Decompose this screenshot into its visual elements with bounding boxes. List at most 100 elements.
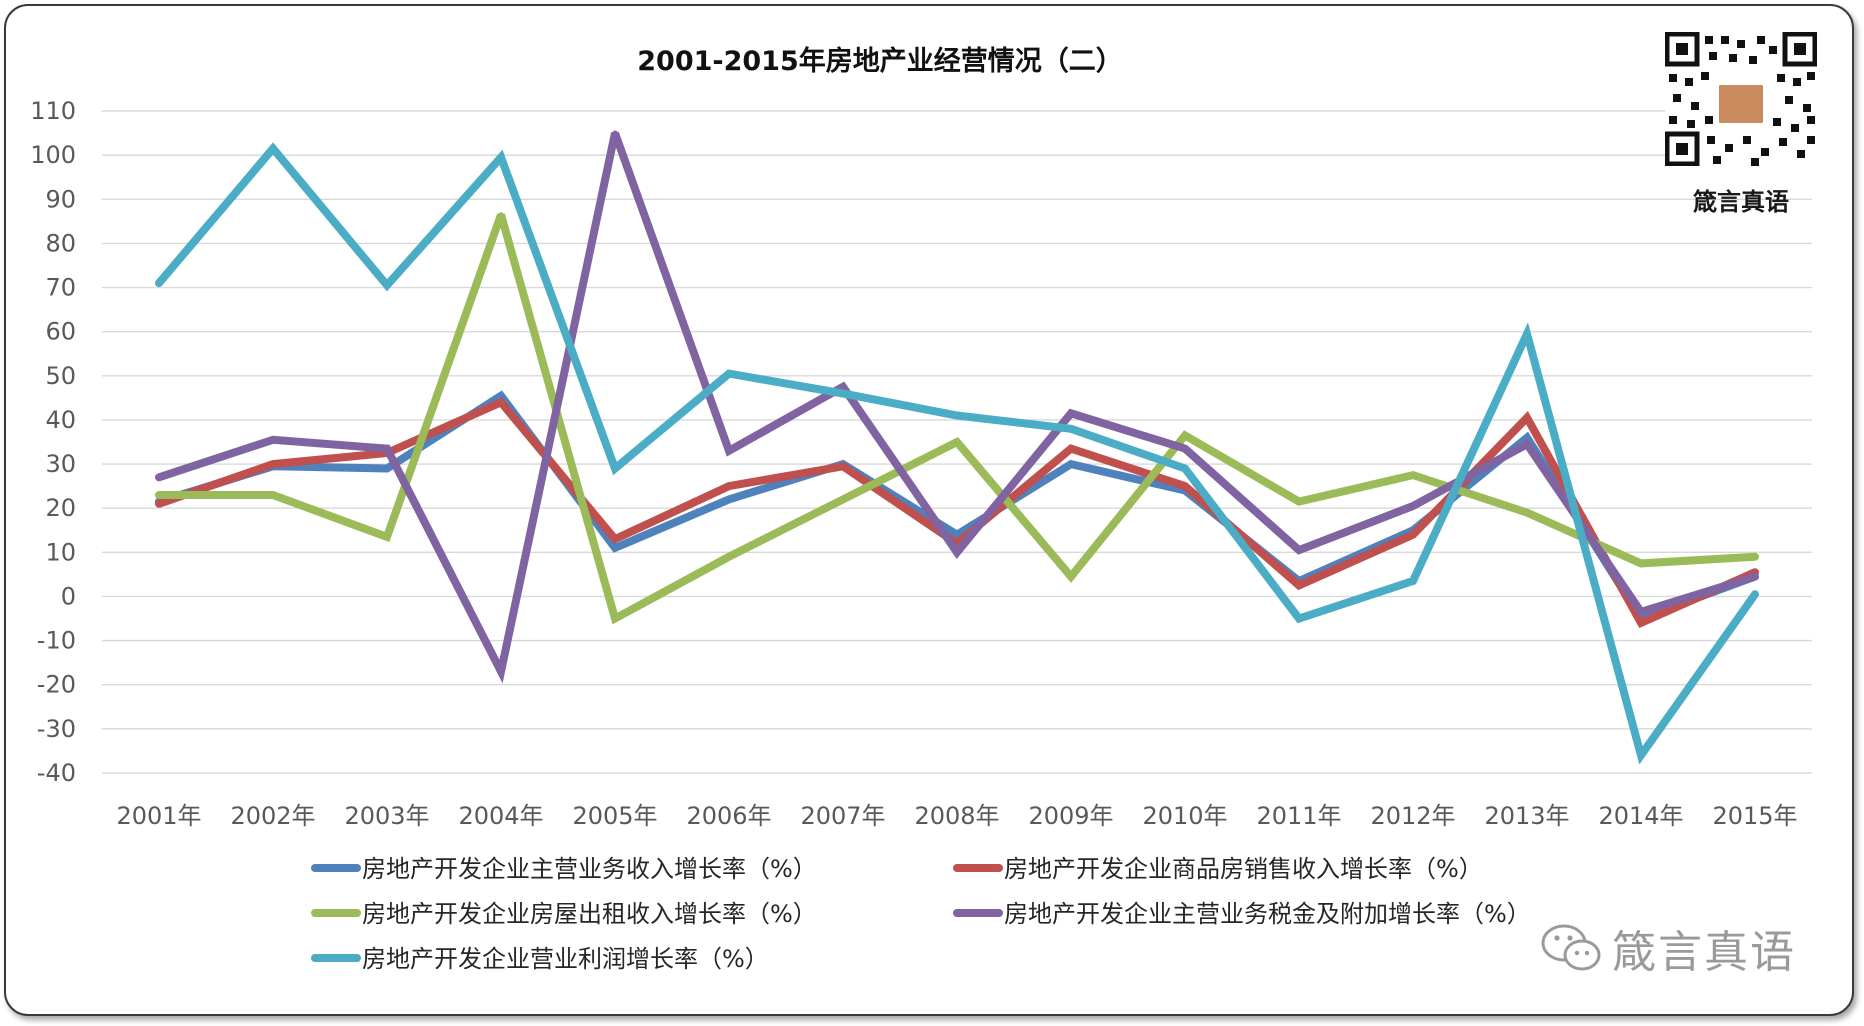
x-tick-label: 2008年 bbox=[914, 802, 999, 830]
data-point bbox=[156, 474, 162, 480]
y-tick-label: 0 bbox=[61, 582, 76, 610]
data-point bbox=[384, 282, 390, 288]
x-tick-label: 2012年 bbox=[1370, 802, 1455, 830]
data-point bbox=[270, 492, 276, 498]
data-point bbox=[270, 461, 276, 467]
data-point bbox=[1296, 616, 1302, 622]
data-point bbox=[156, 280, 162, 286]
data-point bbox=[384, 446, 390, 452]
legend-item: 房地产开发企业主营业务税金及附加增长率（%） bbox=[953, 900, 1531, 928]
x-tick-label: 2014年 bbox=[1598, 802, 1683, 830]
x-tick-label: 2009年 bbox=[1028, 802, 1113, 830]
x-axis-ticks: 2001年 2002年 2003年 2004年 2005年 2006年 2007年 2008年… bbox=[116, 802, 1797, 830]
legend-label: 房地产开发企业房屋出租收入增长率（%） bbox=[362, 900, 817, 928]
legend-label: 房地产开发企业营业利润增长率（%） bbox=[362, 945, 769, 973]
data-point bbox=[156, 501, 162, 507]
data-point bbox=[1068, 410, 1074, 416]
data-point bbox=[1410, 503, 1416, 509]
data-point bbox=[270, 146, 276, 152]
x-tick-label: 2003年 bbox=[344, 802, 429, 830]
data-point bbox=[954, 439, 960, 445]
y-tick-label: 40 bbox=[45, 406, 76, 434]
data-point bbox=[840, 463, 846, 469]
x-tick-label: 2015年 bbox=[1712, 802, 1797, 830]
data-point bbox=[498, 399, 504, 405]
data-point bbox=[1068, 461, 1074, 467]
data-point bbox=[1524, 441, 1530, 447]
data-point bbox=[1182, 465, 1188, 471]
data-point bbox=[1752, 554, 1758, 560]
data-point bbox=[1524, 510, 1530, 516]
data-point bbox=[384, 465, 390, 471]
data-point bbox=[612, 536, 618, 542]
data-point bbox=[1410, 472, 1416, 478]
y-tick-label: 20 bbox=[45, 494, 76, 522]
legend-label: 房地产开发企业主营业务税金及附加增长率（%） bbox=[1004, 900, 1531, 928]
data-point bbox=[726, 371, 732, 377]
legend-item: 房地产开发企业商品房销售收入增长率（%） bbox=[953, 855, 1483, 883]
data-point bbox=[1182, 483, 1188, 489]
data-point bbox=[1638, 609, 1644, 615]
data-point bbox=[1068, 574, 1074, 580]
data-point bbox=[1410, 578, 1416, 584]
y-tick-label: -40 bbox=[37, 759, 76, 787]
data-point bbox=[1752, 591, 1758, 597]
data-point bbox=[270, 437, 276, 443]
legend-item: 房地产开发企业营业利润增长率（%） bbox=[311, 945, 769, 973]
data-point bbox=[1068, 446, 1074, 452]
x-tick-label: 2010年 bbox=[1142, 802, 1227, 830]
data-point bbox=[1182, 446, 1188, 452]
data-point bbox=[1524, 435, 1530, 441]
y-tick-label: -30 bbox=[37, 715, 76, 743]
x-tick-label: 2004年 bbox=[458, 802, 543, 830]
data-point bbox=[840, 390, 846, 396]
x-tick-label: 2007年 bbox=[800, 802, 885, 830]
legend-label: 房地产开发企业主营业务收入增长率（%） bbox=[362, 855, 817, 883]
y-tick-label: 100 bbox=[30, 141, 76, 169]
legend: 房地产开发企业主营业务收入增长率（%） 房地产开发企业商品房销售收入增长率（%） 房… bbox=[311, 855, 1531, 973]
legend-item: 房地产开发企业房屋出租收入增长率（%） bbox=[311, 900, 817, 928]
x-tick-label: 2005年 bbox=[572, 802, 657, 830]
x-tick-label: 2001年 bbox=[116, 802, 201, 830]
y-tick-label: 10 bbox=[45, 538, 76, 566]
data-point bbox=[156, 492, 162, 498]
data-point bbox=[384, 534, 390, 540]
data-point bbox=[840, 496, 846, 502]
x-tick-label: 2011年 bbox=[1256, 802, 1341, 830]
data-point bbox=[840, 384, 846, 390]
data-point bbox=[498, 212, 504, 218]
data-point bbox=[954, 532, 960, 538]
watermark-text: 箴言真语 bbox=[1612, 927, 1796, 978]
x-tick-label: 2006年 bbox=[686, 802, 771, 830]
x-tick-label: 2013年 bbox=[1484, 802, 1569, 830]
data-point bbox=[1182, 432, 1188, 438]
x-tick-label: 2002年 bbox=[230, 802, 315, 830]
watermark: 箴言真语 bbox=[1540, 918, 1796, 978]
data-point bbox=[726, 496, 732, 502]
data-point bbox=[726, 554, 732, 560]
avatar bbox=[1716, 82, 1766, 126]
series-lines bbox=[155, 130, 1759, 765]
data-point bbox=[498, 668, 504, 674]
y-tick-label: -20 bbox=[37, 671, 76, 699]
data-point bbox=[1068, 426, 1074, 432]
y-tick-label: 50 bbox=[45, 362, 76, 390]
chart-title: 2001-2015年房地产业经营情况（二） bbox=[637, 45, 1123, 77]
legend-label: 房地产开发企业商品房销售收入增长率（%） bbox=[1004, 855, 1483, 883]
y-tick-label: -10 bbox=[37, 627, 76, 655]
brand-caption: 箴言真语 bbox=[1693, 188, 1789, 216]
data-point bbox=[1752, 574, 1758, 580]
y-tick-label: 60 bbox=[45, 318, 76, 346]
y-tick-label: 80 bbox=[45, 229, 76, 257]
data-point bbox=[726, 448, 732, 454]
data-point bbox=[1524, 415, 1530, 421]
y-tick-label: 110 bbox=[30, 97, 76, 125]
data-point bbox=[1296, 547, 1302, 553]
wechat-icon bbox=[1541, 924, 1601, 971]
y-tick-label: 70 bbox=[45, 274, 76, 302]
data-point bbox=[1638, 620, 1644, 626]
data-point bbox=[1296, 582, 1302, 588]
data-point bbox=[498, 154, 504, 160]
data-point bbox=[498, 393, 504, 399]
